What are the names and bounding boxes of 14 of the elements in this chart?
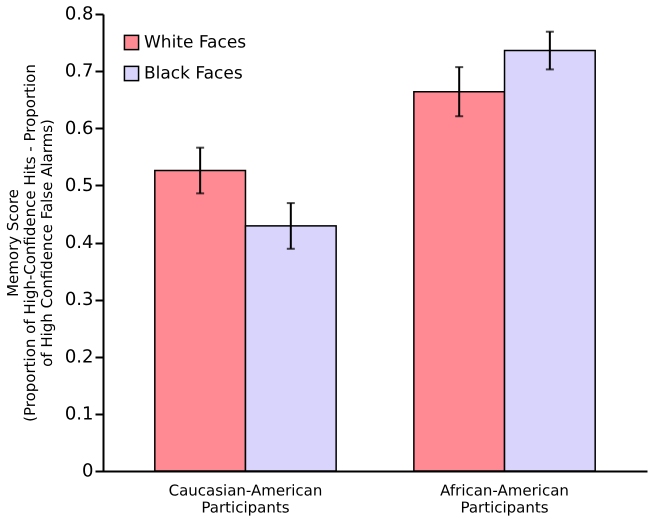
y-tick-label: 0.5 [64, 174, 94, 196]
x-tick-label: Caucasian-American Participants [168, 482, 322, 516]
y-tick-label: 0.8 [64, 4, 94, 24]
x-tick-label: African-American Participants [440, 482, 569, 516]
y-tick-label: 0.3 [64, 289, 94, 310]
legend-label: Black Faces [144, 64, 243, 84]
y-axis-title: Memory Score (Proportion of High-Confidence Hits - Proportion of High Confidence False Alarms) [4, 64, 56, 422]
y-tick-label: 0.7 [64, 60, 94, 82]
y-tick-label: 0.6 [64, 118, 94, 139]
y-tick-label: 0.4 [64, 232, 94, 253]
y-tick-label: 0.2 [64, 346, 94, 368]
y-tick-label: 0.1 [64, 403, 94, 424]
legend-label: White Faces [144, 32, 246, 52]
y-tick-label: 0 [82, 460, 94, 482]
